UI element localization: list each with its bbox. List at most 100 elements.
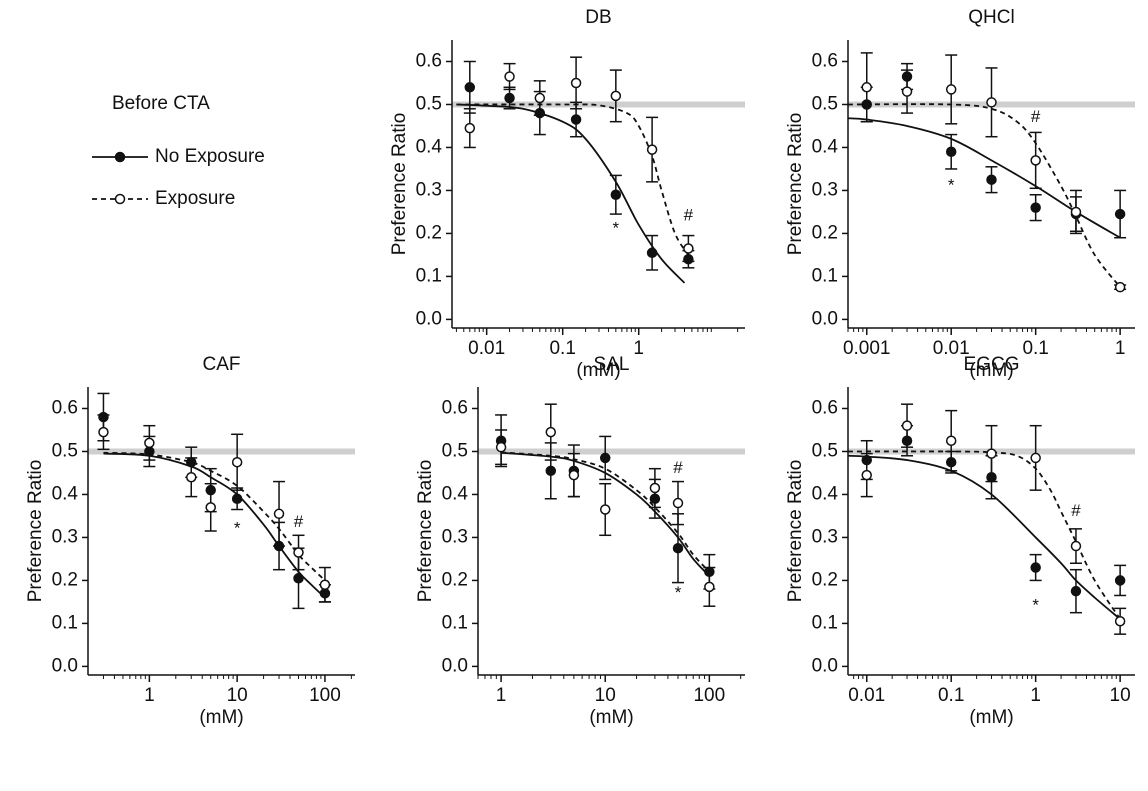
annotation: # xyxy=(294,512,304,531)
data-point xyxy=(319,579,331,590)
data-point xyxy=(683,243,694,254)
y-tick-label: 0.6 xyxy=(52,398,78,419)
data-point xyxy=(1114,281,1126,293)
data-point xyxy=(98,426,109,438)
fit-curve xyxy=(501,451,711,577)
data-point xyxy=(570,114,582,125)
y-tick-label: 0.0 xyxy=(416,308,442,329)
data-point xyxy=(231,456,243,468)
y-axis-label: Preference Ratio xyxy=(785,460,806,603)
data-point xyxy=(599,452,611,464)
data-point xyxy=(504,71,515,82)
annotation: * xyxy=(613,219,620,238)
y-tick-label: 0.2 xyxy=(442,569,468,590)
data-point xyxy=(144,437,155,449)
data-point xyxy=(986,448,997,459)
data-point xyxy=(231,493,243,505)
legend-label: Exposure xyxy=(155,188,235,209)
y-tick-label: 0.3 xyxy=(812,179,838,200)
fit-curve xyxy=(103,452,326,599)
y-tick-label: 0.5 xyxy=(812,93,838,114)
y-tick-label: 0.5 xyxy=(442,440,468,461)
panel-title: EGCG xyxy=(964,354,1020,375)
x-tick-label: 0.01 xyxy=(468,338,505,359)
annotation: * xyxy=(234,518,241,537)
data-point xyxy=(1030,202,1041,213)
y-tick-label: 0.3 xyxy=(812,526,838,547)
x-tick-label: 1 xyxy=(496,685,507,706)
data-point xyxy=(704,581,715,593)
data-point xyxy=(986,97,997,108)
data-point xyxy=(185,472,197,483)
y-tick-label: 0.5 xyxy=(416,93,442,114)
y-tick-label: 0.0 xyxy=(812,308,838,329)
data-point xyxy=(1114,575,1126,586)
annotation: # xyxy=(1031,107,1041,126)
x-tick-label: 1 xyxy=(144,685,155,706)
x-axis-label: (mM) xyxy=(589,707,633,728)
y-tick-label: 0.4 xyxy=(812,136,839,157)
data-point xyxy=(534,92,546,104)
data-point xyxy=(1114,616,1126,627)
data-point xyxy=(1070,585,1082,597)
y-axis-label: Preference Ratio xyxy=(785,113,806,256)
y-tick-label: 0.5 xyxy=(52,440,78,461)
y-tick-label: 0.2 xyxy=(812,569,838,590)
data-point xyxy=(464,122,476,134)
x-tick-label: 0.01 xyxy=(933,338,970,359)
data-point xyxy=(545,465,557,477)
x-tick-label: 100 xyxy=(693,685,725,706)
x-tick-label: 1 xyxy=(1115,338,1126,359)
y-tick-label: 0.4 xyxy=(812,483,839,504)
panel-title: QHCl xyxy=(968,7,1014,28)
data-point xyxy=(901,86,913,97)
x-axis-label: (mM) xyxy=(576,360,620,381)
x-tick-label: 0.1 xyxy=(549,338,575,359)
y-tick-label: 0.1 xyxy=(812,265,838,286)
x-tick-label: 10 xyxy=(595,685,616,706)
annotation: * xyxy=(1032,596,1039,615)
y-tick-label: 0.2 xyxy=(812,222,838,243)
annotation: # xyxy=(1071,501,1081,520)
x-axis-label: (mM) xyxy=(969,707,1013,728)
fit-curve xyxy=(847,117,1121,239)
x-tick-label: 10 xyxy=(1110,685,1131,706)
data-point xyxy=(945,84,957,95)
annotation: # xyxy=(684,206,694,225)
fit-curve xyxy=(456,103,690,256)
fit-curve xyxy=(847,450,1121,620)
data-point xyxy=(1114,208,1126,220)
data-point xyxy=(646,144,658,155)
data-point xyxy=(1030,155,1041,166)
data-point xyxy=(504,92,515,104)
data-point xyxy=(1070,540,1082,552)
data-point xyxy=(945,435,957,446)
x-tick-label: 100 xyxy=(309,685,341,706)
data-point xyxy=(986,174,997,185)
data-point xyxy=(901,420,913,431)
y-tick-label: 0.4 xyxy=(442,483,469,504)
annotation: # xyxy=(673,458,683,477)
data-point xyxy=(861,469,872,481)
y-tick-label: 0.2 xyxy=(416,222,442,243)
y-axis-label: Preference Ratio xyxy=(25,460,46,603)
y-tick-label: 0.0 xyxy=(52,655,78,676)
y-tick-label: 0.6 xyxy=(416,51,442,72)
x-tick-label: 10 xyxy=(227,685,248,706)
y-tick-label: 0.1 xyxy=(812,612,838,633)
legend-label: No Exposure xyxy=(155,146,265,167)
y-tick-label: 0.3 xyxy=(442,526,468,547)
fit-curve xyxy=(103,451,326,582)
panel-title: SAL xyxy=(594,354,630,375)
y-tick-label: 0.3 xyxy=(416,179,442,200)
data-point xyxy=(672,497,684,509)
annotation: * xyxy=(948,176,955,195)
y-tick-label: 0.1 xyxy=(52,612,78,633)
y-tick-label: 0.6 xyxy=(812,398,838,419)
x-tick-label: 1 xyxy=(633,338,644,359)
x-axis-label: (mM) xyxy=(199,707,243,728)
data-point xyxy=(293,573,304,584)
legend-marker xyxy=(114,193,126,205)
y-tick-label: 0.3 xyxy=(52,526,78,547)
